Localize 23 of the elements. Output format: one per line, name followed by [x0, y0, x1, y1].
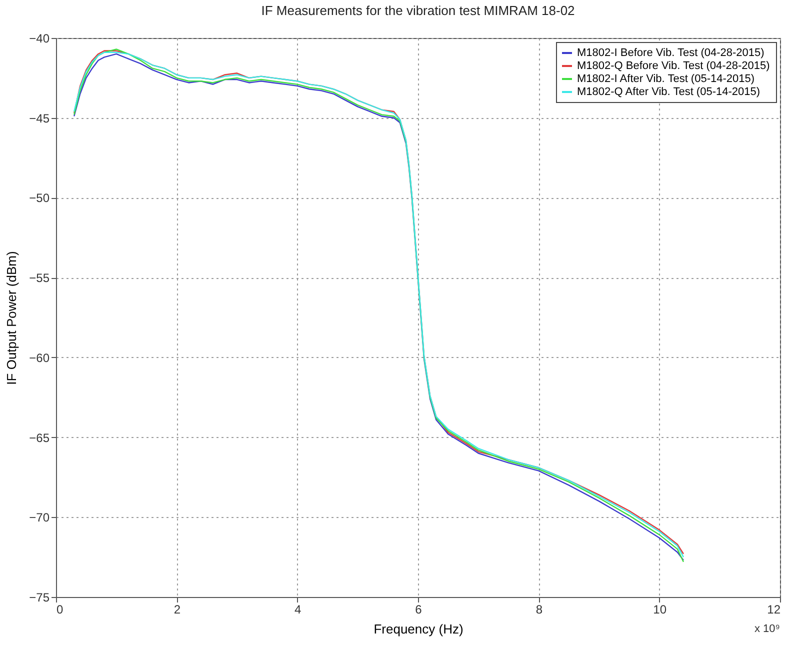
y-tick-label: −70 [29, 510, 50, 525]
x-tick-label: 10 [653, 602, 667, 616]
x-tick-label: 6 [415, 602, 422, 616]
y-tick-label: −55 [29, 271, 50, 286]
x-tick-label: 0 [56, 602, 64, 616]
legend-label: M1802-I Before Vib. Test (04-28-2015) [577, 47, 764, 59]
x-tick-label: 8 [536, 602, 543, 616]
x-axis-title: Frequency (Hz) [374, 622, 464, 636]
text: x 10⁹ [754, 623, 780, 635]
y-tick-label: −45 [29, 111, 50, 126]
x-tick-label: 4 [294, 602, 302, 616]
y-tick-label: −40 [29, 32, 50, 46]
y-axis-title: IF Output Power (dBm) [4, 251, 20, 385]
x-tick-label: 2 [174, 602, 181, 616]
chart-title: IF Measurements for the vibration test MIMRAM 18-02 [261, 3, 575, 18]
y-tick-label: −60 [29, 350, 50, 365]
y-tick-label: −75 [29, 590, 50, 604]
x-tick-label: 12 [767, 602, 781, 616]
legend-label: M1802-I After Vib. Test (05-14-2015) [577, 73, 755, 85]
legend-label: M1802-Q After Vib. Test (05-14-2015) [577, 86, 760, 98]
y-tick-label: −50 [29, 191, 50, 206]
y-tick-label: −65 [29, 430, 50, 445]
legend-label: M1802-Q Before Vib. Test (04-28-2015) [577, 60, 770, 72]
